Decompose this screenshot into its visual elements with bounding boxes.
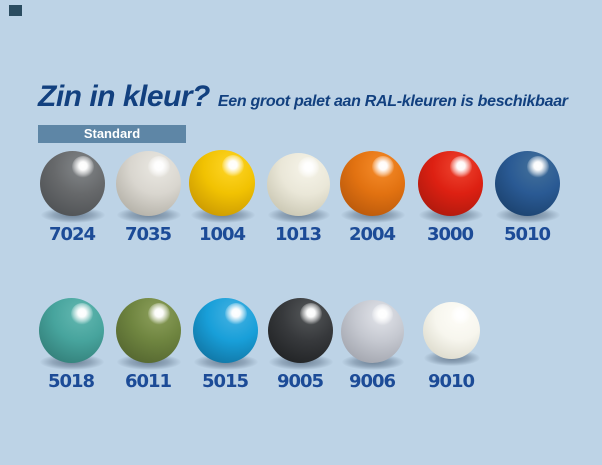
color-ball-5018	[38, 298, 104, 363]
color-ball-9005	[267, 298, 333, 363]
color-ball-9006	[340, 300, 404, 363]
color-code-label: 5018	[47, 371, 95, 392]
specular-highlight	[450, 155, 473, 178]
color-ball-1013	[266, 153, 330, 216]
specular-highlight	[527, 155, 550, 178]
color-ball-6011	[115, 298, 181, 363]
color-code-label: 9005	[276, 371, 324, 392]
specular-highlight	[72, 155, 95, 178]
specular-highlight	[71, 302, 94, 325]
color-code-label: 7035	[124, 224, 172, 245]
tab-standard: Standard	[38, 125, 186, 143]
specular-highlight	[451, 305, 471, 326]
specular-highlight	[148, 302, 171, 325]
header: Zin in kleur? Een groot palet aan RAL-kl…	[38, 80, 598, 114]
specular-highlight	[225, 302, 248, 325]
specular-highlight	[300, 302, 323, 325]
color-code-label: 1013	[274, 224, 322, 245]
color-ball-2004	[339, 151, 405, 216]
page-title: Zin in kleur?	[38, 80, 210, 113]
color-code-label: 9010	[427, 371, 475, 392]
specular-highlight	[222, 154, 245, 178]
color-code-label: 7024	[48, 224, 96, 245]
specular-highlight	[372, 155, 395, 178]
page-subtitle: Een groot palet aan RAL-kleuren is besch…	[217, 93, 568, 110]
corner-swatch	[9, 5, 22, 16]
color-code-label: 2004	[348, 224, 396, 245]
specular-highlight	[372, 304, 394, 326]
specular-highlight	[298, 157, 320, 179]
color-code-label: 9006	[348, 371, 396, 392]
color-ball-9010	[422, 302, 480, 359]
color-ball-1004	[189, 150, 255, 216]
color-ball-5015	[192, 298, 258, 363]
color-code-label: 5010	[503, 224, 551, 245]
color-code-label: 6011	[124, 371, 172, 392]
color-code-label: 5015	[201, 371, 249, 392]
color-code-label: 1004	[198, 224, 246, 245]
color-ball-7024	[39, 151, 105, 216]
color-ball-7035	[115, 151, 181, 216]
color-ball-5010	[494, 151, 560, 216]
color-ball-3000	[417, 151, 483, 216]
specular-highlight	[148, 155, 171, 178]
color-code-label: 3000	[426, 224, 474, 245]
